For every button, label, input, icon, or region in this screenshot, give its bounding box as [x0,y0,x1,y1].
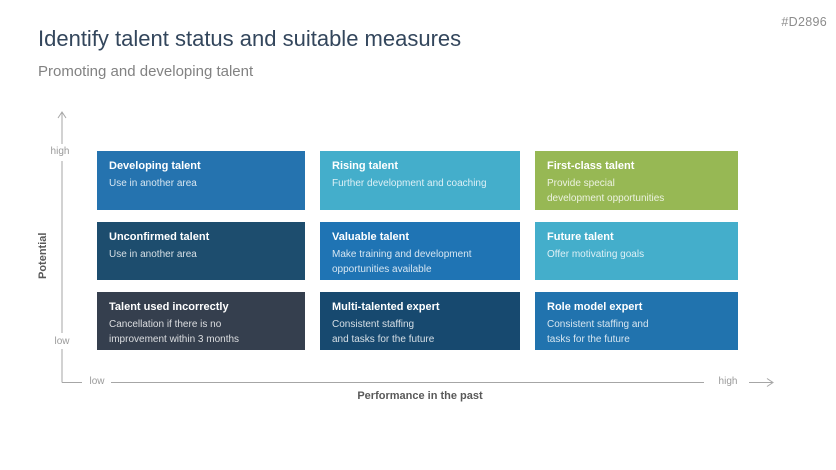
page-subtitle: Promoting and developing talent [38,63,254,80]
matrix-cell-valuable-talent: Valuable talent Make training and develo… [320,222,520,280]
y-axis-low-label: low [54,336,70,347]
y-axis-title: Potential [37,232,49,280]
cell-description: Use in another area [109,249,197,260]
cell-description: Use in another area [109,178,197,189]
cell-description: Further development and coaching [332,178,487,189]
matrix-cell-role-model-expert: Role model expert Consistent staffing an… [535,292,738,350]
matrix-cell-first-class-talent: First-class talent Provide special devel… [535,151,738,210]
cell-description: Make training and development opportunit… [332,249,472,275]
cell-title: Developing talent [109,160,201,172]
cell-title: Valuable talent [332,231,410,243]
slide-id: #D2896 [781,15,827,29]
matrix-cell-future-talent: Future talent Offer motivating goals [535,222,738,280]
matrix-cell-rising-talent: Rising talent Further development and co… [320,151,520,210]
page-title: Identify talent status and suitable meas… [38,26,462,51]
cell-title: Unconfirmed talent [109,231,210,243]
cell-description: Consistent staffing and tasks for the fu… [547,319,649,345]
cell-description: Offer motivating goals [547,249,645,260]
cell-description: Cancellation if there is no improvement … [109,319,240,345]
cell-description: Provide special development opportunitie… [547,178,665,204]
cell-title: Role model expert [547,301,643,313]
cell-title: Future talent [547,231,614,243]
cell-description: Consistent staffing and tasks for the fu… [332,319,435,345]
y-axis-high-label: high [50,146,70,157]
x-axis-arrow-icon [766,378,774,387]
matrix-cell-unconfirmed-talent: Unconfirmed talent Use in another area [97,222,305,280]
x-axis-low-label: low [89,376,105,387]
x-axis-high-label: high [718,376,738,387]
talent-matrix: Developing talent Use in another area Ri… [97,151,738,350]
x-axis-title: Performance in the past [357,390,483,402]
cell-title: Multi-talented expert [332,301,440,313]
matrix-cell-developing-talent: Developing talent Use in another area [97,151,305,210]
cell-title: Talent used incorrectly [109,301,229,313]
matrix-cell-talent-used-incorrectly: Talent used incorrectly Cancellation if … [97,292,305,350]
cell-title: First-class talent [547,160,635,172]
cell-title: Rising talent [332,160,399,172]
matrix-cell-multi-talented-expert: Multi-talented expert Consistent staffin… [320,292,520,350]
